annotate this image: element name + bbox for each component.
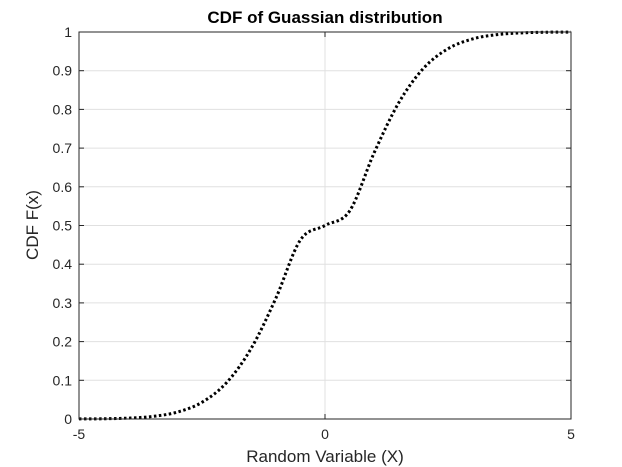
y-axis-label: CDF F(x) (23, 190, 42, 260)
x-tick-label: 0 (321, 426, 329, 442)
y-tick-label: 0.9 (53, 63, 73, 79)
y-tick-label: 0.2 (53, 334, 73, 350)
x-axis-label: Random Variable (X) (246, 447, 403, 466)
y-tick-label: 0.1 (53, 372, 73, 388)
y-tick-label: 1 (64, 24, 72, 40)
y-tick-label: 0.3 (53, 295, 73, 311)
y-tick-label: 0 (64, 411, 72, 427)
grid-lines (79, 32, 571, 419)
chart-title: CDF of Guassian distribution (207, 8, 442, 27)
y-tick-label: 0.4 (53, 256, 73, 272)
y-tick-label: 0.6 (53, 179, 73, 195)
cdf-series-line (78, 30, 572, 421)
tick-group: 00.10.20.30.40.50.60.70.80.91-5 0 5 (53, 24, 576, 442)
y-tick-label: 0.7 (53, 140, 73, 156)
series-group (78, 30, 572, 421)
x-tick-label: 5 (567, 426, 575, 442)
x-tick-label: -5 (73, 426, 86, 442)
y-tick-label: 0.5 (53, 218, 73, 234)
y-tick-label: 0.8 (53, 101, 73, 117)
